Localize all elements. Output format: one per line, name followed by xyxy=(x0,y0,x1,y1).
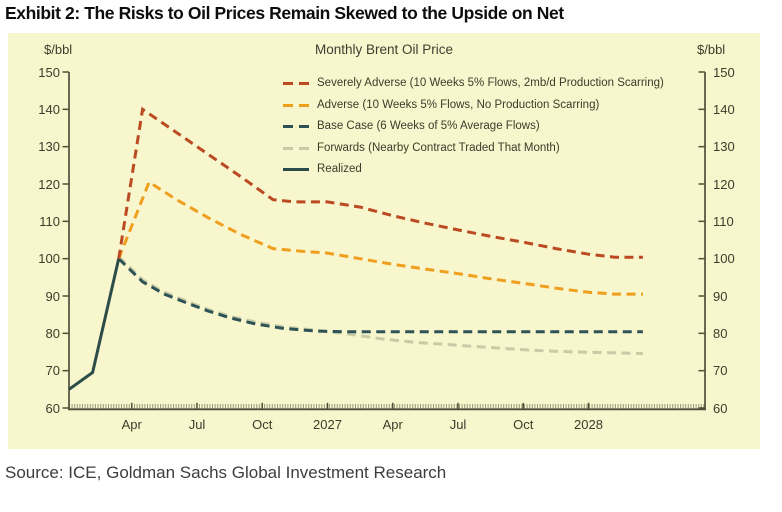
y-tick-label-right: 100 xyxy=(713,251,735,267)
legend-swatch-dashed-line xyxy=(283,146,309,150)
series-line xyxy=(68,258,121,391)
legend-swatch-dashed-line xyxy=(283,125,309,128)
y-tick-label-right: 130 xyxy=(713,139,735,155)
legend-label: Adverse (10 Weeks 5% Flows, No Productio… xyxy=(317,98,600,111)
series-line xyxy=(117,257,643,334)
y-tick-label-left: 70 xyxy=(45,363,60,379)
y-tick-label-right: 80 xyxy=(713,325,728,341)
legend-item: Realized xyxy=(283,163,693,176)
y-tick-label-left: 100 xyxy=(38,251,60,267)
y-tick-label-left: 110 xyxy=(39,213,60,229)
x-tick-label: Apr xyxy=(382,417,403,432)
y-tick-label-right: 120 xyxy=(713,176,735,192)
legend-label: Forwards (Nearby Contract Traded That Mo… xyxy=(317,141,560,154)
legend-swatch-solid-line xyxy=(283,168,309,171)
y-tick-label-left: 120 xyxy=(38,176,60,192)
legend-item: Base Case (6 Weeks of 5% Average Flows) xyxy=(283,120,693,133)
x-tick-label: Jul xyxy=(449,417,467,432)
x-tick-label: Oct xyxy=(513,417,534,432)
legend-label: Realized xyxy=(317,163,362,175)
source-text: Source: ICE, Goldman Sachs Global Invest… xyxy=(5,463,447,482)
page-title: Exhibit 2: The Risks to Oil Prices Remai… xyxy=(5,3,564,23)
y-axis-unit-left: $/bbl xyxy=(44,42,73,57)
series-line xyxy=(117,255,643,355)
y-tick-label-right: 140 xyxy=(713,101,735,117)
y-tick-label-left: 150 xyxy=(38,64,60,80)
chart-legend: Severely Adverse (10 Weeks 5% Flows, 2mb… xyxy=(283,77,693,176)
x-tick-label: Oct xyxy=(252,417,273,432)
x-tick-label: 2027 xyxy=(313,417,342,432)
x-tick-label: Jul xyxy=(188,417,206,432)
series-line xyxy=(117,179,643,296)
legend-item: Severely Adverse (10 Weeks 5% Flows, 2mb… xyxy=(283,77,693,90)
y-tick-label-right: 70 xyxy=(713,363,728,379)
y-tick-label-left: 140 xyxy=(38,101,60,117)
legend-swatch-dashed-line xyxy=(283,103,309,107)
x-tick-label: 2028 xyxy=(574,417,603,432)
legend-label: Base Case (6 Weeks of 5% Average Flows) xyxy=(317,120,540,132)
x-tick-label: Apr xyxy=(121,417,142,432)
y-tick-label-right: 110 xyxy=(713,213,734,229)
y-tick-label-left: 90 xyxy=(45,288,60,304)
y-tick-label-left: 130 xyxy=(38,139,60,155)
legend-item: Forwards (Nearby Contract Traded That Mo… xyxy=(283,142,693,155)
chart-title: Monthly Brent Oil Price xyxy=(314,42,454,57)
y-tick-label-right: 60 xyxy=(713,400,728,416)
y-tick-label-left: 60 xyxy=(45,400,60,416)
legend-swatch-dashed-line xyxy=(283,82,309,85)
legend-label: Severely Adverse (10 Weeks 5% Flows, 2mb… xyxy=(317,77,664,89)
series-line xyxy=(117,106,643,259)
chart-panel xyxy=(8,33,760,449)
y-tick-label-right: 150 xyxy=(713,64,735,80)
legend-item: Adverse (10 Weeks 5% Flows, No Productio… xyxy=(283,99,693,112)
y-axis-unit-right: $/bbl xyxy=(697,42,726,57)
y-tick-label-left: 80 xyxy=(45,325,60,341)
y-tick-label-right: 90 xyxy=(713,288,728,304)
